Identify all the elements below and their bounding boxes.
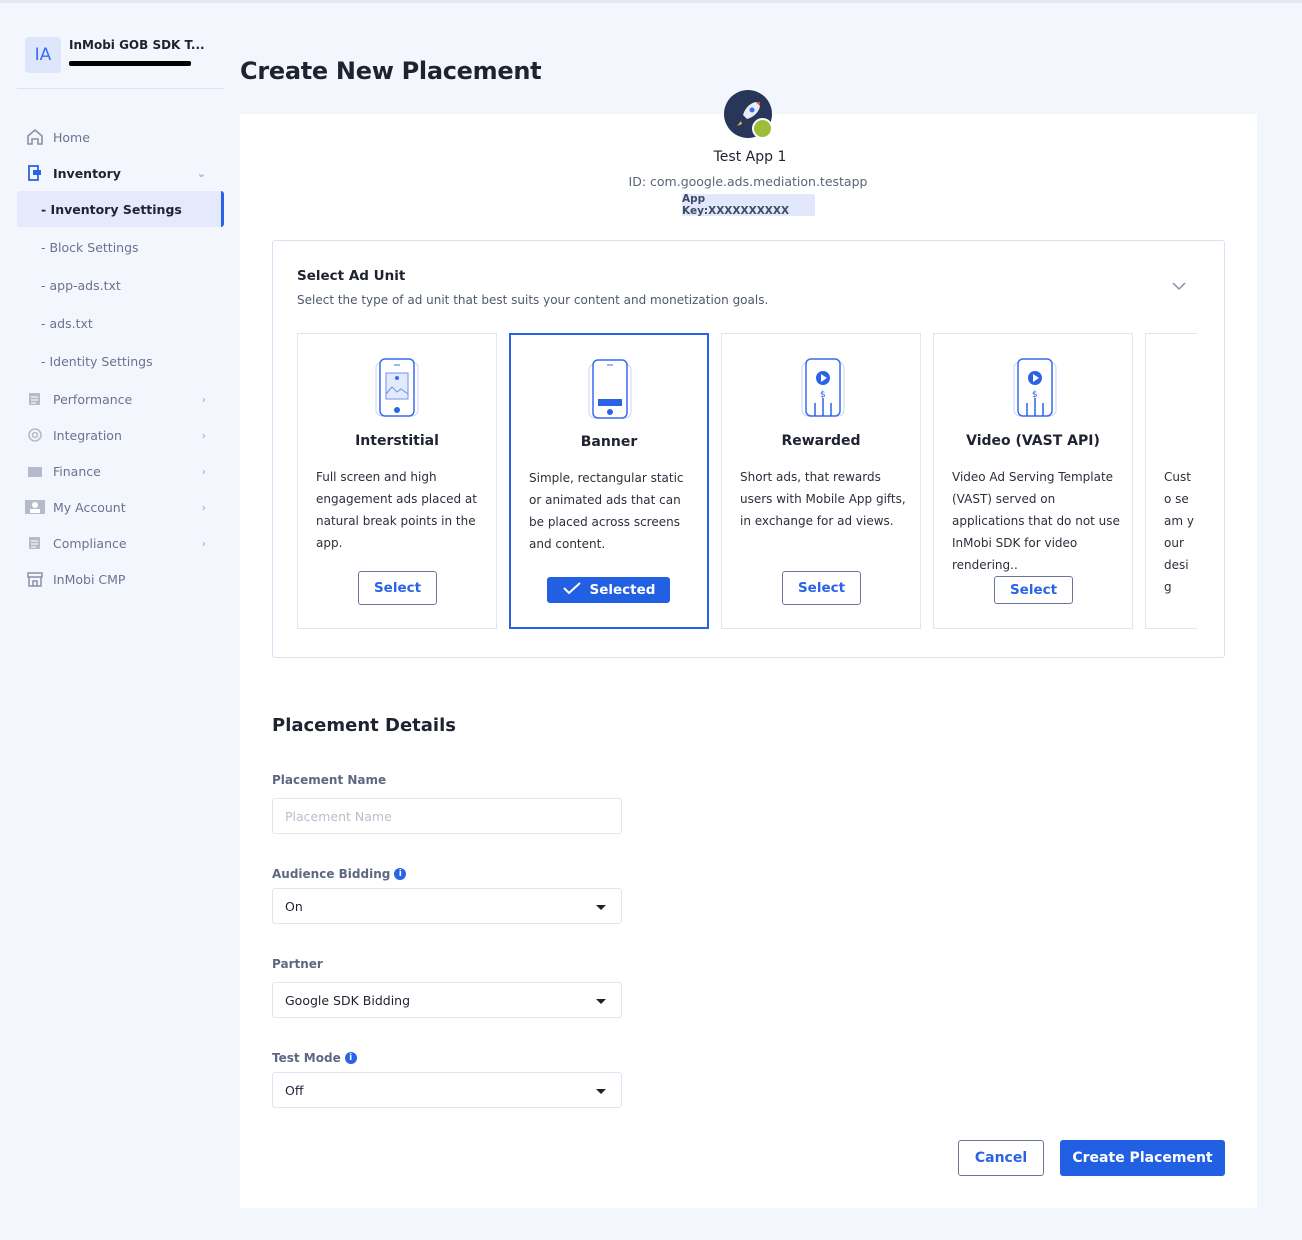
sidebar-item-label: My Account (53, 499, 126, 515)
ad-unit-carousel: Interstitial Full screen and high engage… (297, 333, 1197, 630)
ad-unit-name: Banner (580, 434, 638, 450)
cancel-button[interactable]: Cancel (958, 1140, 1044, 1176)
app-id: ID: com.google.ads.mediation.testapp (628, 174, 868, 189)
ad-unit-name: Video (VAST API) (966, 433, 1100, 449)
ad-unit-name: Rewarded (781, 433, 861, 449)
store-icon (25, 569, 45, 589)
partner-select[interactable]: Google SDK Bidding (272, 982, 622, 1018)
select-rewarded-button[interactable]: Select (782, 571, 861, 605)
chevron-right-icon: › (201, 536, 206, 550)
select-video-button[interactable]: Select (994, 576, 1073, 604)
button-label: Selected (589, 582, 656, 598)
wallet-icon (25, 461, 45, 481)
home-icon (25, 127, 45, 147)
placement-details-title: Placement Details (272, 715, 456, 736)
ad-unit-description: Custo seam your desig (1164, 470, 1194, 594)
partner-label: Partner (272, 957, 323, 971)
sidebar-item-label: Home (53, 129, 90, 145)
placement-name-input[interactable]: Placement Name (272, 798, 622, 834)
placement-name-label: Placement Name (272, 773, 387, 787)
sidebar-item-label: Finance (53, 463, 101, 479)
chevron-right-icon: › (201, 392, 206, 406)
sidebar-subitem-ads-txt[interactable]: - ads.txt (41, 315, 93, 331)
check-icon (562, 581, 582, 599)
test-mode-label: Test Mode i (272, 1051, 357, 1065)
sidebar-item-finance[interactable]: Finance › (17, 453, 224, 489)
select-interstitial-button[interactable]: Select (358, 571, 437, 605)
caret-down-icon (596, 999, 606, 1004)
info-icon[interactable]: i (344, 1052, 357, 1064)
sidebar-item-inventory[interactable]: Inventory ⌄ (17, 155, 224, 191)
inventory-icon (25, 163, 45, 183)
sidebar-item-label: Compliance (53, 535, 127, 551)
sidebar-item-my-account[interactable]: My Account › (17, 489, 224, 525)
video-phone-icon: $ (1012, 358, 1058, 422)
svg-text:$: $ (820, 390, 826, 400)
sidebar-subitem-identity-settings[interactable]: - Identity Settings (41, 353, 153, 369)
ad-unit-card-partial[interactable]: Custo seam your desig (1145, 333, 1197, 629)
ad-unit-card-video[interactable]: $ Video (VAST API) Video Ad Serving Temp… (933, 333, 1133, 629)
sidebar-subitem-inventory-settings[interactable]: - Inventory Settings (17, 191, 224, 227)
ad-unit-card-rewarded[interactable]: $ Rewarded Short ads, that rewards users… (721, 333, 921, 629)
info-icon[interactable]: i (394, 868, 407, 880)
interstitial-phone-icon (374, 358, 420, 422)
ad-unit-card-banner[interactable]: Banner Simple, rectangular static or ani… (509, 333, 709, 629)
chevron-right-icon: › (201, 500, 206, 514)
banner-phone-icon (587, 359, 633, 425)
ad-unit-title: Select Ad Unit (297, 268, 406, 284)
sidebar-item-home[interactable]: Home (17, 119, 224, 155)
collapse-chevron-icon[interactable] (1170, 277, 1188, 296)
caret-down-icon (596, 1089, 606, 1094)
rewarded-phone-icon: $ (800, 358, 846, 422)
ad-unit-subtitle: Select the type of ad unit that best sui… (297, 293, 769, 307)
svg-text:$: $ (1032, 390, 1038, 400)
android-icon (752, 118, 773, 139)
sidebar-item-inmobi-cmp[interactable]: InMobi CMP (17, 561, 224, 597)
sidebar-item-compliance[interactable]: Compliance › (17, 525, 224, 561)
sidebar-item-label: Inventory (53, 165, 121, 181)
account-name[interactable]: InMobi GOB SDK T... (69, 38, 205, 52)
chevron-right-icon: › (201, 428, 206, 442)
sidebar-item-label: Integration (53, 427, 122, 443)
select-ad-unit-panel (272, 240, 1225, 658)
sidebar-item-label: InMobi CMP (53, 571, 126, 587)
page-title: Create New Placement (240, 57, 542, 85)
sidebar-subitem-app-ads-txt[interactable]: - app-ads.txt (41, 277, 121, 293)
ad-unit-description: Video Ad Serving Template (VAST) served … (952, 470, 1120, 572)
test-mode-select[interactable]: Off (272, 1072, 622, 1108)
ad-unit-description: Full screen and high engagement ads plac… (316, 470, 477, 550)
report-icon (25, 389, 45, 409)
app-key-badge: App Key:XXXXXXXXXX (682, 193, 815, 217)
sidebar-item-performance[interactable]: Performance › (17, 381, 224, 417)
ad-unit-card-interstitial[interactable]: Interstitial Full screen and high engage… (297, 333, 497, 629)
selected-banner-button[interactable]: Selected (547, 577, 670, 603)
ad-unit-description: Short ads, that rewards users with Mobil… (740, 470, 906, 528)
sidebar-item-integration[interactable]: Integration › (17, 417, 224, 453)
caret-down-icon (596, 905, 606, 910)
audience-bidding-select[interactable]: On (272, 888, 622, 924)
document-icon (25, 533, 45, 553)
ad-unit-description: Simple, rectangular static or animated a… (529, 471, 684, 551)
sidebar-item-label: Performance (53, 391, 133, 407)
sidebar-divider (17, 88, 224, 89)
target-icon (25, 425, 45, 445)
main-card (240, 114, 1257, 1208)
create-placement-button[interactable]: Create Placement (1060, 1140, 1225, 1176)
audience-bidding-label: Audience Bidding i (272, 867, 407, 881)
chevron-down-icon: ⌄ (196, 166, 206, 180)
app-name: Test App 1 (713, 149, 787, 165)
account-id-redacted (69, 61, 191, 66)
sidebar-subitem-block-settings[interactable]: - Block Settings (41, 239, 139, 255)
chevron-right-icon: › (201, 464, 206, 478)
ad-unit-name: Interstitial (355, 433, 439, 449)
account-avatar[interactable]: IA (25, 37, 61, 73)
user-icon (25, 497, 45, 517)
